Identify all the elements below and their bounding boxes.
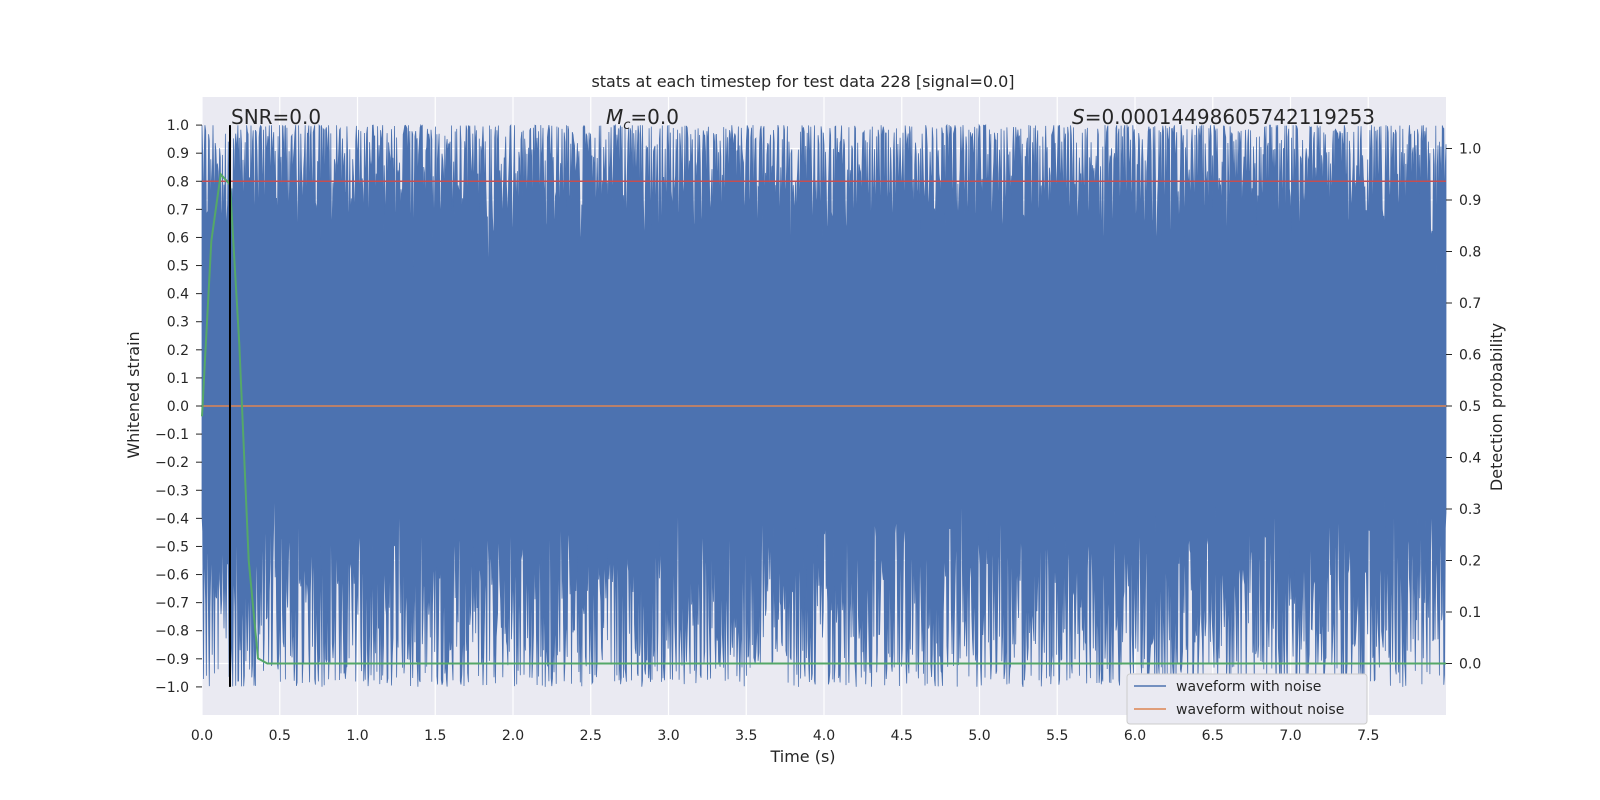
detection-probability-line xyxy=(201,172,1446,665)
x-tick-label: 0.0 xyxy=(191,728,213,744)
y-axis-label: Whitened strain xyxy=(124,331,143,458)
legend-label-noisy: waveform with noise xyxy=(1176,679,1321,695)
y-tick-label: −0.3 xyxy=(155,483,189,499)
y-tick-label: 0.8 xyxy=(167,174,189,190)
y-tick-label: −0.6 xyxy=(155,568,189,584)
y-right-tick-label: 0.2 xyxy=(1459,554,1481,570)
y-right-tick-label: 0.4 xyxy=(1459,451,1481,467)
legend: waveform with noise waveform without noi… xyxy=(1126,673,1368,725)
y-tick-label: −0.2 xyxy=(155,455,189,471)
y-tick-label: −0.7 xyxy=(155,596,189,612)
snr-annotation: SNR=0.0 xyxy=(231,105,321,129)
x-tick-label: 0.5 xyxy=(269,728,291,744)
y-tick-label: 0.2 xyxy=(167,343,189,359)
y-axis-right-label: Detection probability xyxy=(1487,323,1506,491)
x-tick-label: 2.5 xyxy=(580,728,602,744)
x-tick-label: 6.0 xyxy=(1124,728,1146,744)
chirp-mass-annotation: Mc=0.0 xyxy=(606,105,679,133)
y-tick-label: 0.4 xyxy=(167,287,189,303)
y-tick-label: 0.5 xyxy=(167,259,189,275)
y-right-tick-label: 0.7 xyxy=(1459,296,1481,312)
score-value: =0.00014498605742119253 xyxy=(1085,105,1375,129)
chart-title: stats at each timestep for test data 228… xyxy=(591,72,1014,91)
legend-label-clean: waveform without noise xyxy=(1176,702,1344,718)
y-right-tick-label: 0.1 xyxy=(1459,605,1481,621)
chirp-mass-value: =0.0 xyxy=(630,105,679,129)
x-axis-label: Time (s) xyxy=(769,747,835,766)
y-tick-label: −0.1 xyxy=(155,427,189,443)
y-right-tick-label: 1.0 xyxy=(1459,142,1481,158)
y-tick-label: −1.0 xyxy=(155,680,189,696)
chirp-mass-subscript: c xyxy=(623,118,630,133)
chirp-mass-symbol: M xyxy=(606,105,623,129)
y-tick-label: −0.9 xyxy=(155,652,189,668)
reference-lines xyxy=(201,125,1446,687)
x-tick-label: 7.0 xyxy=(1279,728,1301,744)
y-right-tick-label: 0.8 xyxy=(1459,245,1481,261)
x-tick-label: 6.5 xyxy=(1202,728,1224,744)
y-right-tick-label: 0.0 xyxy=(1459,657,1481,673)
y-tick-label: −0.4 xyxy=(155,511,189,527)
axis-ticks: 0.0 0.5 1.0 1.5 2.0 2.5 3.0 3.5 4.0 4.5 5.0 5.5 6.0 6… xyxy=(155,118,1481,744)
y-tick-label: 1.0 xyxy=(167,118,189,134)
x-tick-label: 2.0 xyxy=(502,728,524,744)
y-right-tick-label: 0.6 xyxy=(1459,348,1481,364)
score-annotation: S=0.00014498605742119253 xyxy=(1072,105,1375,129)
y-tick-label: 0.0 xyxy=(167,399,189,415)
y-tick-label: −0.5 xyxy=(155,539,189,555)
y-right-tick-label: 0.3 xyxy=(1459,502,1481,518)
y-right-tick-label: 0.9 xyxy=(1459,193,1481,209)
y-right-tick-label: 0.5 xyxy=(1459,399,1481,415)
y-tick-label: 0.6 xyxy=(167,230,189,246)
x-tick-label: 7.5 xyxy=(1357,728,1379,744)
x-tick-label: 5.0 xyxy=(968,728,990,744)
score-symbol: S xyxy=(1072,105,1085,129)
legend-box xyxy=(1126,673,1368,725)
x-tick-label: 3.5 xyxy=(735,728,757,744)
x-tick-label: 1.0 xyxy=(346,728,368,744)
y-tick-label: 0.1 xyxy=(167,371,189,387)
y-tick-label: −0.8 xyxy=(155,624,189,640)
y-tick-label: 0.3 xyxy=(167,315,189,331)
x-tick-label: 3.0 xyxy=(657,728,679,744)
x-tick-label: 5.5 xyxy=(1046,728,1068,744)
x-tick-label: 4.5 xyxy=(891,728,913,744)
y-tick-label: 0.7 xyxy=(167,202,189,218)
x-tick-label: 1.5 xyxy=(424,728,446,744)
x-tick-label: 4.0 xyxy=(813,728,835,744)
y-tick-label: 0.9 xyxy=(167,146,189,162)
